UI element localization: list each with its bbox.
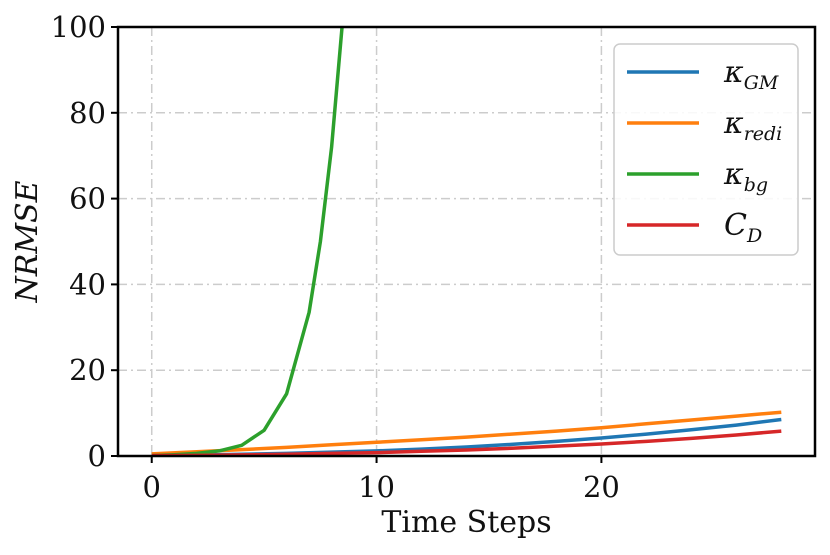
y-axis-label: NRMSE xyxy=(10,180,45,303)
x-tick-label: 0 xyxy=(142,470,160,504)
legend-label: CD xyxy=(724,208,762,247)
y-tick-label: 40 xyxy=(69,267,106,301)
x-tick-label: 10 xyxy=(358,470,395,504)
series-layer xyxy=(151,27,782,456)
legend-label: κredi xyxy=(723,106,782,145)
axis-ticks: 0 10 20 0 20 40 60 80 100 xyxy=(51,10,620,504)
legend-label: κGM xyxy=(723,55,779,94)
y-tick-label: 20 xyxy=(69,353,106,387)
series-line-κbg xyxy=(151,27,344,456)
series-line-κredi xyxy=(151,410,782,456)
x-tick-label: 20 xyxy=(583,470,620,504)
legend-box xyxy=(613,43,799,256)
y-tick-label: 60 xyxy=(69,182,106,216)
y-tick-label: 0 xyxy=(88,439,106,473)
x-axis-label: Time Steps xyxy=(381,505,551,540)
y-tick-label: 80 xyxy=(69,96,106,130)
legend-label: κbg xyxy=(723,157,768,196)
series-line-CD xyxy=(151,429,782,456)
plot-frame xyxy=(116,25,817,458)
y-tick-label: 100 xyxy=(51,10,106,44)
legend: κGM κredi κbg CD xyxy=(613,43,799,256)
